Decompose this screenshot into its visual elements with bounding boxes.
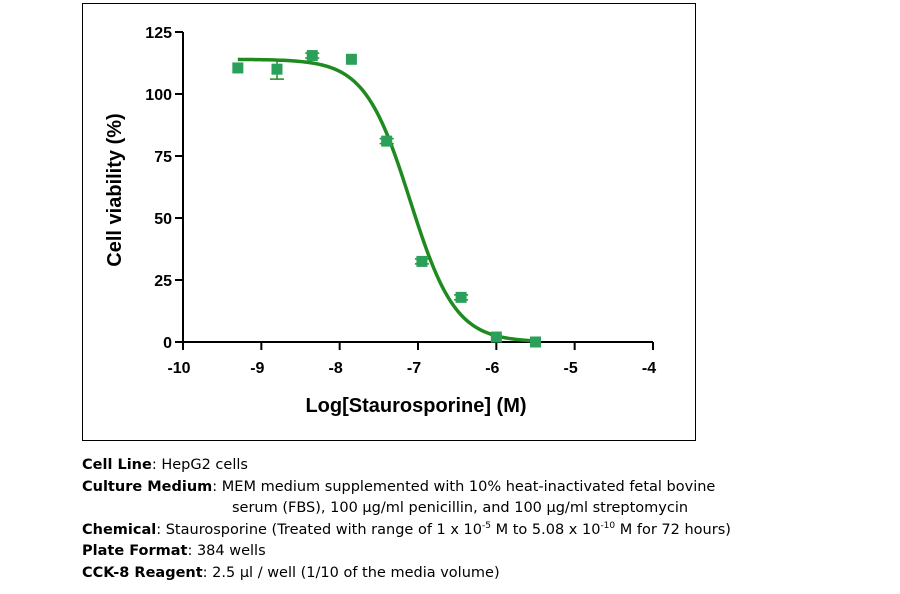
x-tick-label: -8: [329, 360, 343, 377]
data-point: [271, 63, 283, 75]
plate-format-label: Plate Format: [82, 543, 188, 559]
caption-reagent: CCK-8 Reagent: 2.5 µl / well (1/10 of th…: [82, 563, 731, 585]
data-point: [232, 62, 244, 74]
y-axis-title: Cell viability (%): [104, 113, 126, 266]
data-point: [490, 331, 502, 343]
reagent-value: : 2.5 µl / well (1/10 of the media volum…: [202, 564, 500, 581]
x-tick-label: -10: [167, 360, 190, 377]
chemical-value-c: M for 72 hours): [615, 521, 731, 538]
y-tick-label: 50: [154, 211, 172, 228]
cell-line-value: : HepG2 cells: [151, 457, 248, 473]
data-point: [306, 50, 318, 62]
culture-medium-value: : MEM medium supplemented with 10% heat-…: [212, 478, 716, 495]
chemical-exponent-a: -5: [482, 520, 491, 531]
y-tick-label: 25: [154, 273, 172, 290]
data-points: [232, 50, 541, 348]
caption-cell-line: Cell Line: HepG2 cells: [82, 455, 731, 477]
data-point: [455, 291, 467, 303]
data-point: [530, 336, 541, 348]
caption-chemical: Chemical: Staurosporine (Treated with ra…: [82, 520, 731, 542]
y-tick-label: 75: [154, 149, 172, 166]
y-tick-label: 125: [145, 25, 172, 42]
caption-culture-medium: Culture Medium: MEM medium supplemented …: [82, 477, 731, 499]
chemical-value-a: : Staurosporine (Treated with range of 1…: [156, 521, 483, 538]
data-point: [345, 53, 357, 65]
axes: [182, 32, 653, 343]
chemical-label: Chemical: [82, 521, 157, 538]
y-tick-label: 0: [163, 335, 172, 352]
caption-plate-format: Plate Format: 384 wells: [82, 541, 731, 563]
y-tick-label: 100: [145, 87, 172, 104]
x-axis-title: Log[Staurosporine] (M): [305, 395, 526, 417]
data-point: [381, 135, 393, 147]
caption-culture-medium-cont: serum (FBS), 100 µg/ml penicillin, and 1…: [82, 498, 731, 520]
chemical-value-b: M to 5.08 x 10: [491, 521, 601, 538]
plate-format-value: : 384 wells: [187, 543, 266, 559]
culture-medium-value-2: serum (FBS), 100 µg/ml penicillin, and 1…: [232, 500, 689, 516]
fit-curve: [237, 57, 536, 343]
cell-line-label: Cell Line: [82, 457, 152, 473]
caption: Cell Line: HepG2 cells Culture Medium: M…: [82, 455, 731, 584]
x-tick-label: -6: [485, 360, 499, 377]
reagent-label: CCK-8 Reagent: [82, 564, 203, 581]
ticks: -10 -9 -8 -7 -6 -5 -4 0 25 50 75 100 125: [145, 25, 656, 377]
x-tick-label: -5: [564, 360, 578, 377]
figure-frame: [82, 3, 696, 441]
culture-medium-label: Culture Medium: [82, 478, 213, 495]
chemical-exponent-b: -10: [600, 520, 616, 531]
x-tick-label: -7: [407, 360, 421, 377]
x-tick-label: -9: [250, 360, 264, 377]
chart: -10 -9 -8 -7 -6 -5 -4 0 25 50 75 100 125 Log[Stauros…: [104, 25, 656, 417]
x-tick-label: -4: [642, 360, 656, 377]
data-point: [416, 255, 428, 267]
